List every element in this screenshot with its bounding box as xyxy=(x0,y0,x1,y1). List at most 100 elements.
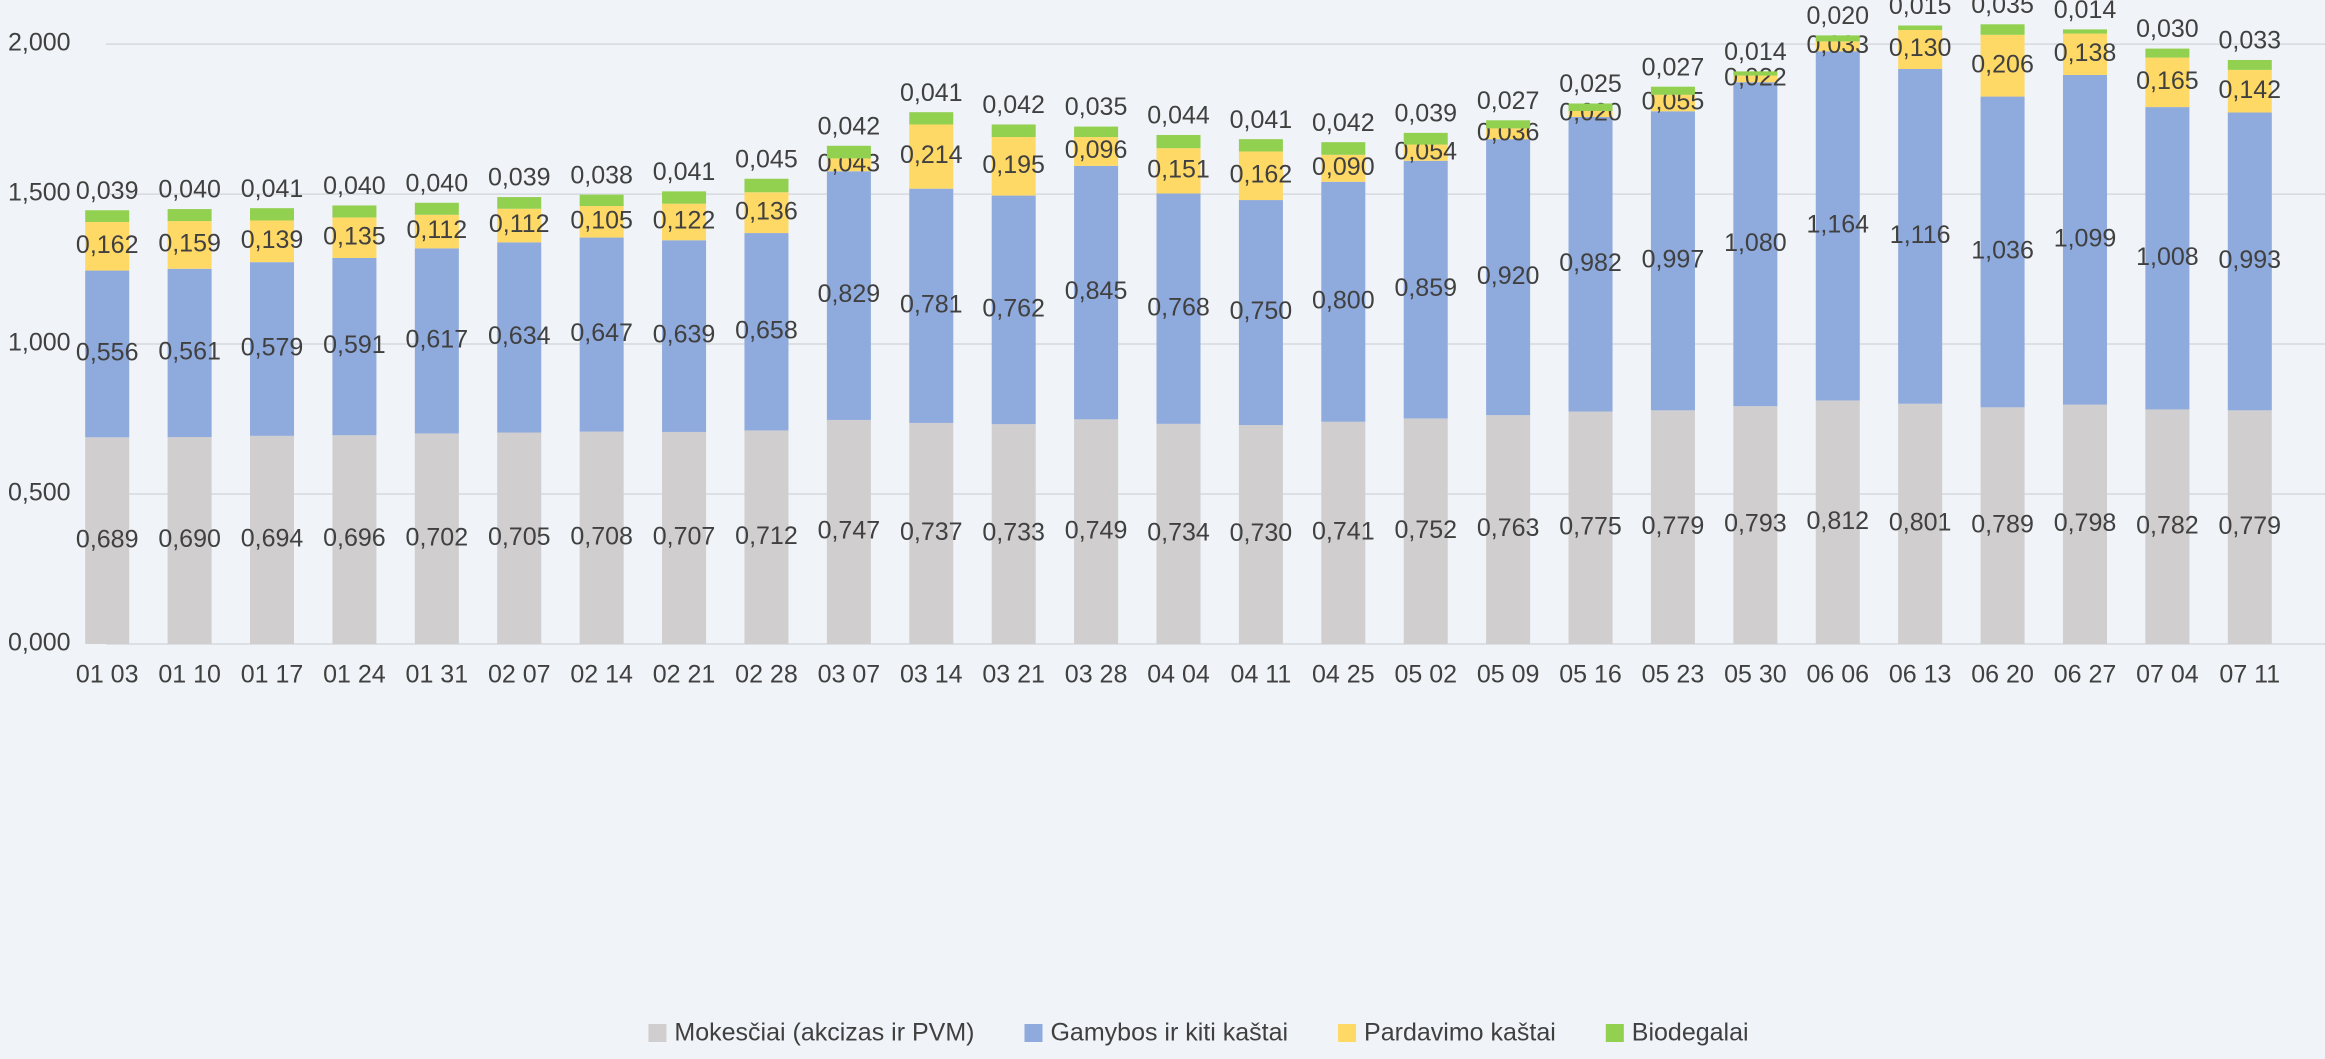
bar-segment xyxy=(1156,193,1201,424)
legend-swatch xyxy=(648,1024,667,1042)
bar-segment xyxy=(497,242,542,433)
data-label: 0,165 xyxy=(2136,67,2199,95)
data-label: 0,027 xyxy=(1642,53,1705,81)
data-label: 0,022 xyxy=(1724,63,1787,91)
data-label: 0,708 xyxy=(570,522,633,550)
y-tick-label: 1,500 xyxy=(8,179,71,207)
data-label: 0,038 xyxy=(570,161,633,189)
x-tick-label: 05 09 xyxy=(1477,661,1540,689)
data-label: 0,579 xyxy=(241,334,304,362)
bar-segment xyxy=(1568,110,1613,117)
bar-segment xyxy=(662,240,707,432)
data-label: 0,658 xyxy=(735,316,798,344)
data-label: 0,775 xyxy=(1559,512,1622,540)
bar-segment xyxy=(2227,410,2272,644)
bar-segment xyxy=(579,194,624,207)
legend-label: Pardavimo kaštai xyxy=(1364,1019,1556,1047)
x-tick-label: 02 28 xyxy=(735,661,798,689)
x-tick-label: 04 25 xyxy=(1312,661,1375,689)
bar-segment xyxy=(414,214,459,249)
x-tick-label: 06 06 xyxy=(1806,661,1869,689)
bar-segment xyxy=(2062,29,2107,34)
data-label: 0,040 xyxy=(323,172,386,200)
bar-segment xyxy=(826,419,871,644)
data-label: 0,702 xyxy=(406,523,469,551)
data-label: 0,014 xyxy=(2054,0,2117,24)
bar-segment xyxy=(414,248,459,434)
bar-segment xyxy=(1156,148,1201,194)
bar-segment xyxy=(1321,421,1366,644)
data-label: 0,768 xyxy=(1147,293,1210,321)
bar-segment xyxy=(250,262,295,436)
data-label: 0,090 xyxy=(1312,153,1375,181)
bar-segment xyxy=(662,191,707,204)
data-label: 0,707 xyxy=(653,523,716,551)
bar-segment xyxy=(909,124,954,189)
x-tick-label: 01 10 xyxy=(158,661,221,689)
bar-segment xyxy=(2062,74,2107,405)
data-label: 0,763 xyxy=(1477,514,1540,542)
bar-segment xyxy=(1238,425,1283,644)
bar-segment xyxy=(744,178,789,193)
data-label: 0,122 xyxy=(653,207,716,235)
bar-segment xyxy=(1898,403,1943,644)
x-tick-label: 07 11 xyxy=(2219,661,2280,689)
data-label: 0,647 xyxy=(570,319,633,347)
x-tick-label: 02 07 xyxy=(488,661,551,689)
bar-segment xyxy=(909,422,954,644)
data-label: 0,617 xyxy=(406,326,469,354)
data-label: 0,105 xyxy=(570,206,633,234)
data-label: 0,859 xyxy=(1394,274,1457,302)
bar-segment xyxy=(579,431,624,644)
data-label: 0,779 xyxy=(1642,512,1705,540)
bar-segment xyxy=(1815,41,1860,52)
data-label: 0,741 xyxy=(1312,517,1375,545)
bar-segment xyxy=(85,270,130,438)
bar-segment xyxy=(1074,126,1119,138)
data-label: 0,556 xyxy=(76,339,139,367)
data-label: 1,036 xyxy=(1971,237,2034,265)
data-label: 0,041 xyxy=(1230,106,1293,134)
bar-segment xyxy=(1486,120,1531,129)
x-tick-label: 01 17 xyxy=(241,661,304,689)
bar-segment xyxy=(2227,112,2272,411)
bar-segment xyxy=(1238,151,1283,201)
bar-segment xyxy=(744,233,789,431)
data-label: 0,130 xyxy=(1889,34,1952,62)
data-label: 0,045 xyxy=(735,145,798,173)
x-tick-label: 04 04 xyxy=(1147,661,1210,689)
data-label: 0,039 xyxy=(488,164,551,192)
bar-segment xyxy=(1156,423,1201,644)
data-label: 0,044 xyxy=(1147,102,1210,130)
bar-segment xyxy=(1898,25,1943,30)
bar-segment xyxy=(1568,116,1613,412)
x-tick-label: 03 07 xyxy=(818,661,881,689)
data-label: 0,135 xyxy=(323,222,386,250)
data-label: 1,164 xyxy=(1806,210,1869,238)
data-label: 0,151 xyxy=(1147,155,1210,183)
bar-segment xyxy=(1650,111,1695,411)
x-tick-label: 06 13 xyxy=(1889,661,1952,689)
x-tick-label: 04 11 xyxy=(1231,661,1292,689)
data-label: 0,112 xyxy=(406,216,467,244)
data-label: 0,025 xyxy=(1559,70,1622,98)
bar-segment xyxy=(1980,96,2025,408)
bar-segment xyxy=(250,435,295,644)
data-label: 0,634 xyxy=(488,322,551,350)
bar-segment xyxy=(1650,410,1695,644)
bar-segment xyxy=(991,124,1036,138)
x-tick-label: 02 21 xyxy=(653,661,716,689)
bar-segment xyxy=(497,208,542,243)
data-label: 0,027 xyxy=(1477,87,1540,115)
legend-label: Biodegalai xyxy=(1632,1019,1749,1047)
bar-segment xyxy=(991,424,1036,644)
data-label: 0,035 xyxy=(1065,93,1128,121)
bar-segment xyxy=(1898,68,1943,404)
data-label: 0,730 xyxy=(1230,519,1293,547)
bar-segment xyxy=(744,192,789,234)
data-label: 0,142 xyxy=(2219,76,2282,104)
data-label: 0,982 xyxy=(1559,249,1622,277)
data-label: 0,020 xyxy=(1806,2,1869,30)
bar-segment xyxy=(1815,35,1860,42)
bar-segment xyxy=(662,203,707,241)
